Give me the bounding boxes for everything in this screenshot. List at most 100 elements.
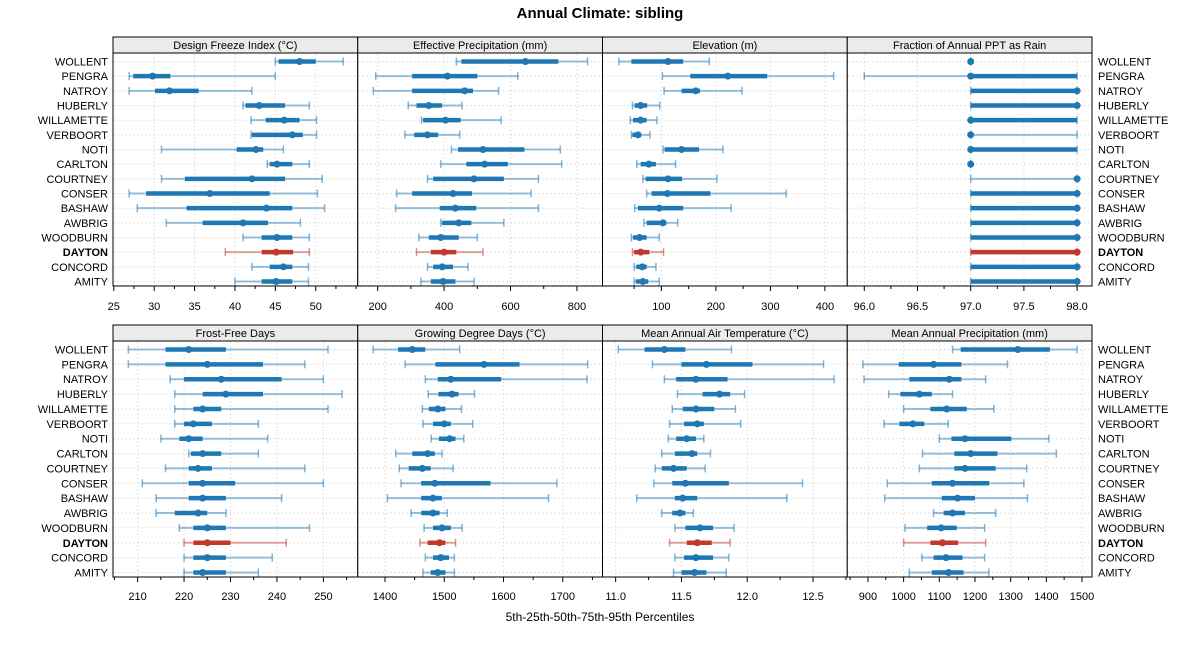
station-label-left: DAYTON — [63, 538, 108, 550]
median-dot — [441, 116, 449, 124]
axis-tick-label: 1400 — [373, 591, 397, 603]
percentile-row-awbrig — [165, 218, 302, 227]
percentile-row-willamette — [250, 116, 318, 125]
median-dot — [449, 190, 457, 197]
panel-plot-area — [112, 340, 359, 578]
percentile-row-conser — [141, 479, 325, 488]
percentile-row-wollent — [617, 345, 733, 354]
median-dot — [1073, 87, 1081, 95]
station-label-right: BASHAW — [1098, 203, 1146, 215]
axis-tick-label: 1300 — [998, 591, 1022, 603]
axis-tick-label: 98.0 — [1066, 301, 1087, 313]
median-dot — [967, 160, 975, 168]
panel-plot-area — [112, 52, 359, 287]
station-label-left: WILLAMETTE — [38, 115, 108, 127]
axis-tick-label: 300 — [761, 301, 779, 313]
median-dot — [206, 190, 214, 197]
median-dot — [438, 263, 446, 271]
panel-plot-area — [602, 52, 848, 287]
station-label-left: WOLLENT — [55, 57, 108, 69]
station-label-right: CARLTON — [1098, 449, 1150, 461]
station-label-left: CARLTON — [56, 449, 108, 461]
axis-tick-label: 900 — [859, 591, 877, 603]
station-label-left: COURTNEY — [46, 463, 108, 475]
median-dot — [948, 479, 956, 487]
percentile-row-concord — [251, 262, 310, 271]
median-dot — [199, 479, 207, 487]
percentile-row-concord — [183, 553, 274, 562]
station-label-right: CARLTON — [1098, 159, 1150, 171]
median-dot — [470, 175, 478, 183]
median-dot — [448, 390, 456, 398]
median-dot — [915, 390, 923, 398]
station-label-left: VERBOORT — [46, 419, 108, 431]
median-dot — [185, 346, 193, 353]
median-dot — [521, 58, 529, 65]
median-dot — [189, 420, 197, 428]
axis-tick-label: 97.5 — [1013, 301, 1034, 313]
station-label-left: AWBRIG — [64, 218, 108, 230]
station-label-right: WOODBURN — [1098, 233, 1165, 245]
axis-tick-label: 600 — [501, 301, 519, 313]
station-label-right: DAYTON — [1098, 247, 1143, 259]
median-dot — [724, 72, 732, 80]
median-dot — [431, 479, 439, 487]
axis-tick-label: 25 — [108, 301, 120, 313]
median-dot — [692, 405, 700, 413]
percentile-row-awbrig — [660, 509, 695, 518]
station-label-right: CONCORD — [1098, 262, 1155, 274]
median-dot — [937, 524, 945, 532]
percentile-row-willamette — [629, 116, 658, 125]
percentile-row-amity — [633, 277, 660, 286]
percentile-row-conser — [653, 479, 804, 488]
median-dot — [255, 102, 263, 109]
median-dot — [645, 160, 653, 168]
percentile-row-carlton — [660, 449, 712, 458]
percentile-row-woodburn — [674, 523, 735, 532]
median-dot — [199, 569, 207, 576]
percentile-row-dayton — [902, 538, 987, 547]
station-label-right: WOLLENT — [1098, 57, 1151, 69]
axis-tick-label: 230 — [221, 591, 239, 603]
percentile-row-amity — [672, 568, 727, 577]
station-label-left: AMITY — [74, 568, 108, 580]
station-label-right: AWBRIG — [1098, 218, 1142, 230]
percentile-row-conser — [128, 189, 319, 198]
percentile-row-verboort — [404, 130, 461, 139]
station-label-left: NOTI — [82, 434, 108, 446]
station-label-right: WILLAMETTE — [1098, 404, 1168, 416]
median-dot — [1073, 204, 1081, 212]
percentile-row-woodburn — [418, 233, 479, 242]
median-dot — [967, 131, 975, 139]
median-dot — [909, 420, 917, 428]
percentile-row-bashaw — [635, 494, 788, 503]
median-dot — [660, 346, 668, 353]
percentile-row-willamette — [967, 116, 1078, 125]
percentile-row-conser — [400, 479, 558, 488]
percentile-row-carlton — [266, 160, 311, 169]
median-dot — [437, 234, 445, 241]
median-dot — [967, 58, 975, 65]
station-label-left: AWBRIG — [64, 508, 108, 520]
percentile-row-natroy — [969, 86, 1081, 95]
panel-plot-area — [602, 340, 848, 578]
station-label-right: CONSER — [1098, 189, 1145, 201]
percentile-row-noti — [662, 145, 724, 154]
station-label-right: DAYTON — [1098, 538, 1143, 550]
median-dot — [967, 146, 975, 153]
percentile-row-conser — [969, 189, 1081, 198]
percentile-row-amity — [234, 277, 310, 286]
median-dot — [438, 524, 446, 532]
median-dot — [659, 219, 667, 227]
percentile-row-awbrig — [410, 509, 448, 518]
axis-tick-label: 40 — [229, 301, 241, 313]
median-dot — [272, 248, 280, 256]
percentile-row-concord — [921, 553, 986, 562]
percentile-row-bashaw — [633, 204, 732, 213]
axis-tick-label: 11.0 — [605, 591, 626, 603]
median-dot — [194, 464, 202, 472]
median-dot — [239, 219, 247, 227]
percentile-row-pengra — [863, 72, 1078, 81]
median-dot — [930, 360, 938, 368]
